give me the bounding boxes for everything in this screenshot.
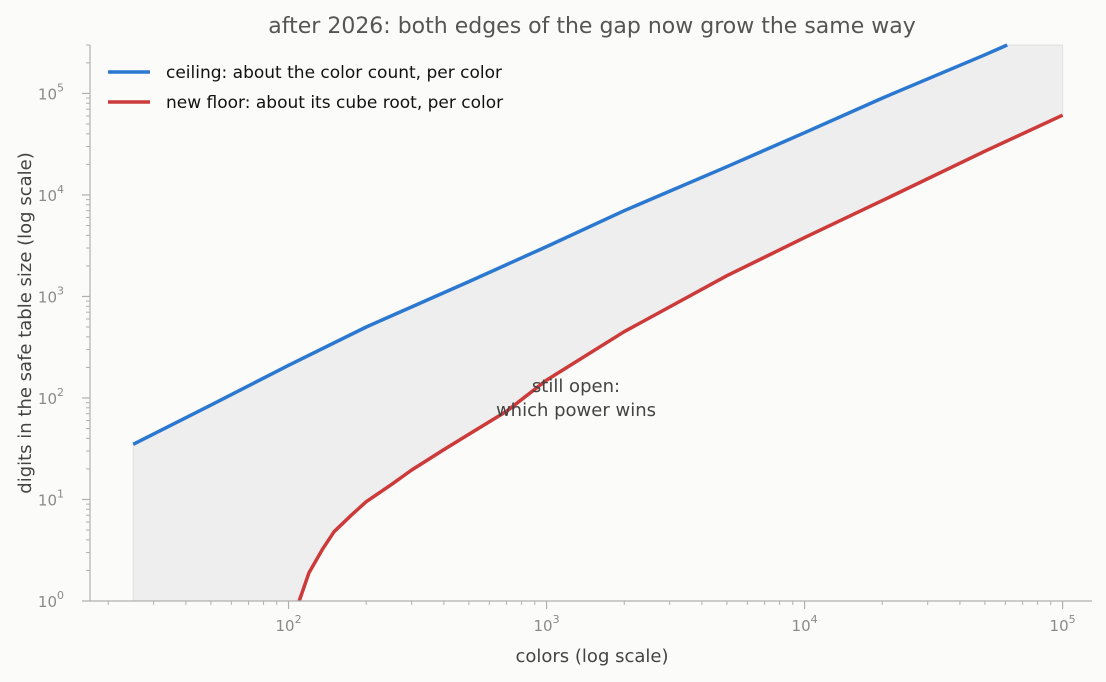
y-tick-label: 100 (38, 589, 64, 611)
x-tick-label: 105 (1050, 613, 1076, 635)
y-axis-label: digits in the safe table size (log scale… (15, 152, 36, 493)
y-tick-label: 103 (38, 284, 64, 306)
x-tick-label: 103 (534, 613, 560, 635)
series-line-ceiling (132, 43, 1008, 446)
series-line-floor (297, 113, 1064, 602)
annotation-line-1: still open: (532, 376, 620, 397)
x-tick-label: 104 (792, 613, 818, 635)
series-layer (132, 43, 1064, 602)
y-tick-label: 105 (38, 81, 64, 103)
gap-band (132, 44, 1064, 602)
legend-label-floor: new floor: about its cube root, per colo… (166, 93, 503, 113)
x-tick-label: 102 (276, 613, 302, 635)
y-tick-label: 101 (38, 487, 64, 509)
legend: ceiling: about the color count, per colo… (108, 63, 503, 113)
annotation-line-2: which power wins (496, 400, 656, 421)
y-tick-label: 102 (38, 386, 64, 408)
y-tick-label: 104 (38, 183, 64, 205)
chart-title: after 2026: both edges of the gap now gr… (268, 14, 915, 39)
gap-band-layer (132, 44, 1064, 602)
legend-label-ceiling: ceiling: about the color count, per colo… (166, 63, 502, 83)
x-axis-label: colors (log scale) (515, 646, 668, 667)
